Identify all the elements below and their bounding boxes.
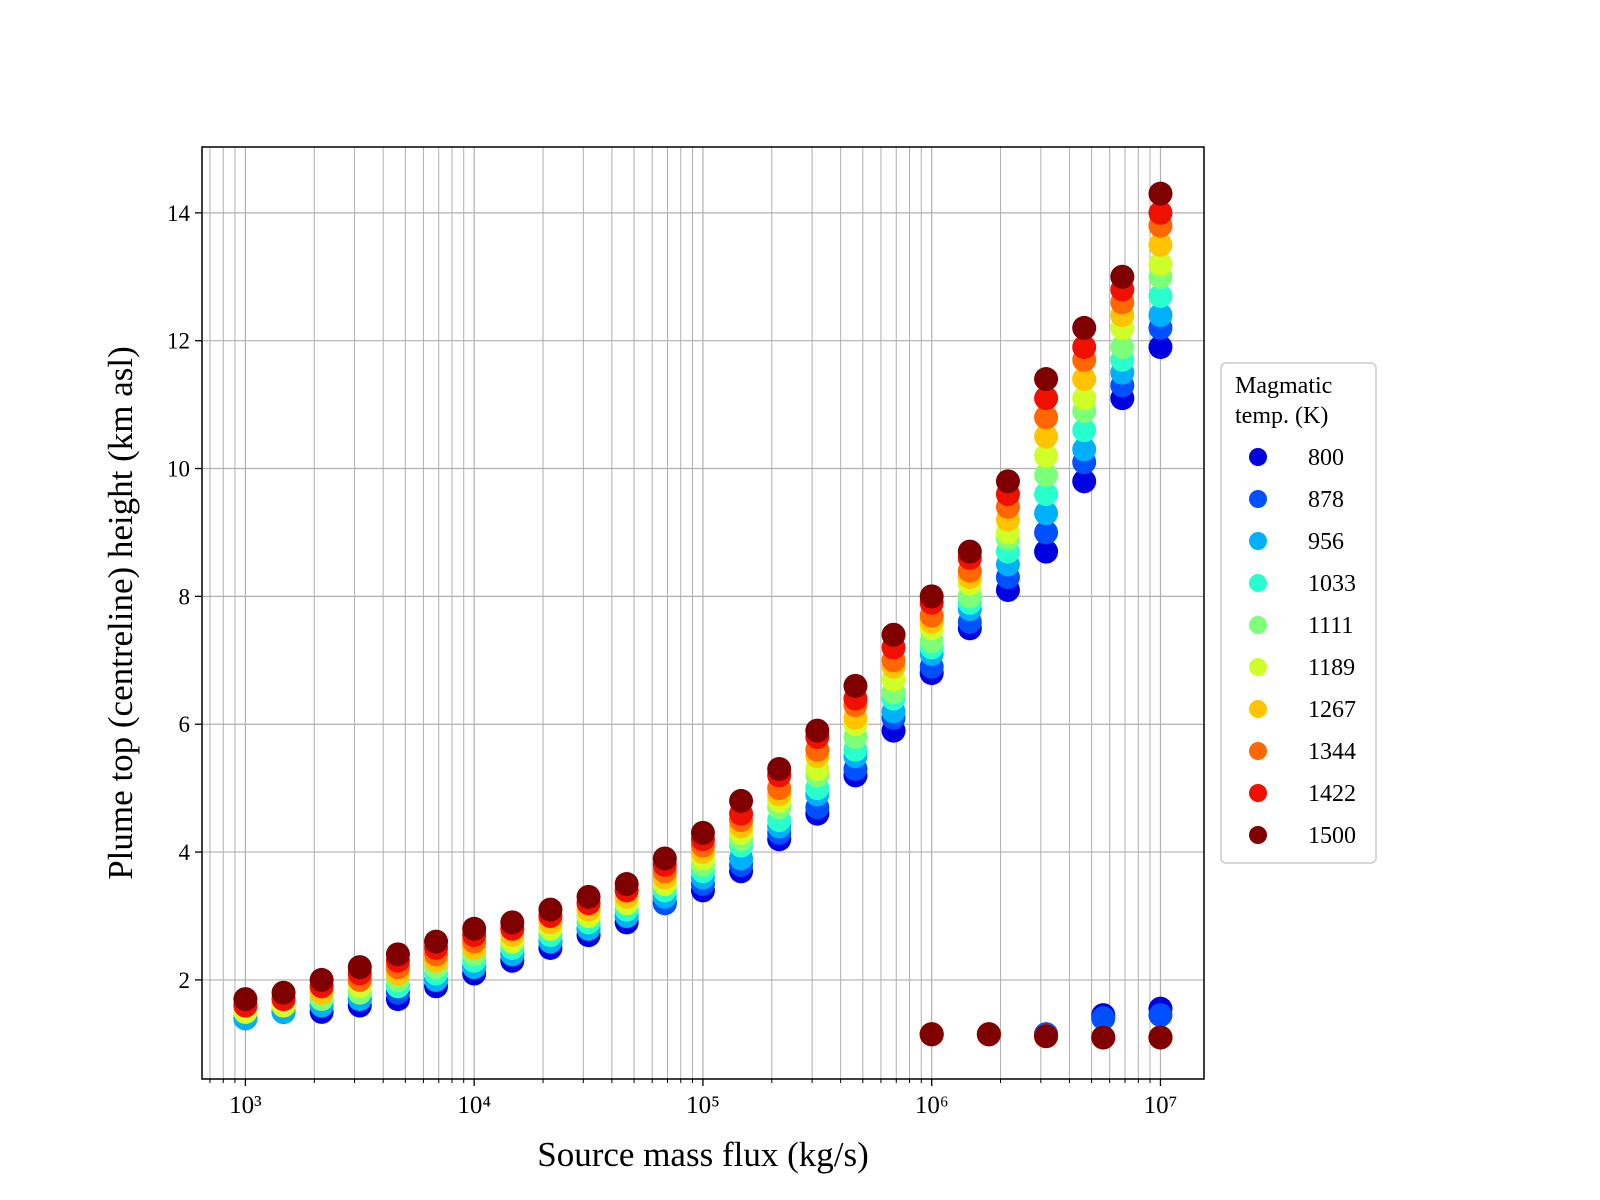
point xyxy=(995,469,1020,494)
point xyxy=(843,673,868,698)
legend-marker xyxy=(1249,658,1267,676)
point xyxy=(1034,520,1059,545)
x-tick-label: 10³ xyxy=(229,1092,262,1119)
legend-label: 1189 xyxy=(1308,655,1355,681)
point xyxy=(805,718,830,743)
axes: 10³ 10⁴ 10⁵ 10⁶ 10⁷ 2 4 6 8 10 12 14 xyxy=(167,201,1177,1119)
point xyxy=(1034,367,1059,392)
legend-marker xyxy=(1249,490,1267,508)
point xyxy=(500,910,525,935)
y-tick-label: 14 xyxy=(167,201,191,226)
y-tick-label: 4 xyxy=(179,840,191,865)
x-tick-label: 10⁷ xyxy=(1144,1092,1178,1119)
point xyxy=(385,942,410,967)
point xyxy=(1072,418,1097,443)
legend-label: 1500 xyxy=(1308,823,1356,849)
legend-marker xyxy=(1249,448,1267,466)
legend-title: Magmatic xyxy=(1235,373,1332,399)
point xyxy=(1091,1025,1116,1050)
legend-marker xyxy=(1249,616,1267,634)
point xyxy=(976,1022,1001,1047)
point xyxy=(576,884,601,909)
y-tick-label: 10 xyxy=(167,457,190,482)
point xyxy=(538,897,563,922)
x-tick-label: 10⁵ xyxy=(686,1092,720,1119)
point xyxy=(1072,469,1097,494)
point xyxy=(1148,200,1173,225)
point xyxy=(1110,335,1135,360)
legend-marker xyxy=(1249,532,1267,550)
point xyxy=(1148,251,1173,276)
point xyxy=(1091,1006,1116,1031)
point xyxy=(957,539,982,564)
legend-marker xyxy=(1249,742,1267,760)
marks xyxy=(233,181,1173,1050)
x-tick-label: 10⁶ xyxy=(915,1092,949,1119)
point xyxy=(652,846,677,871)
point xyxy=(1072,437,1097,462)
point xyxy=(1034,501,1059,526)
y-tick-label: 12 xyxy=(167,329,190,354)
point xyxy=(690,820,715,845)
y-tick-label: 6 xyxy=(179,712,191,737)
x-tick-label: 10⁴ xyxy=(457,1092,491,1119)
point xyxy=(1034,462,1059,487)
legend-label: 1422 xyxy=(1308,781,1356,807)
point xyxy=(1148,335,1173,360)
point xyxy=(919,584,944,609)
legend-box xyxy=(1220,362,1377,864)
legend-label: 800 xyxy=(1308,445,1344,471)
legend-marker xyxy=(1249,700,1267,718)
point xyxy=(1148,1025,1173,1050)
point xyxy=(1034,386,1059,411)
point xyxy=(1034,424,1059,449)
legend-marker xyxy=(1249,574,1267,592)
point xyxy=(1034,539,1059,564)
point xyxy=(614,872,639,897)
point xyxy=(919,1022,944,1047)
point xyxy=(347,955,372,980)
point xyxy=(1110,264,1135,289)
y-axis-label: Plume top (centreline) height (km asl) xyxy=(101,346,140,880)
point xyxy=(1072,315,1097,340)
legend-label: 1033 xyxy=(1308,571,1356,597)
legend-marker xyxy=(1249,826,1267,844)
point xyxy=(881,622,906,647)
legend-title: temp. (K) xyxy=(1235,403,1328,429)
point xyxy=(1148,303,1173,328)
point xyxy=(233,987,258,1012)
point xyxy=(1072,335,1097,360)
legend-label: 1267 xyxy=(1308,697,1356,723)
x-axis-label: Source mass flux (kg/s) xyxy=(537,1135,868,1174)
point xyxy=(1034,482,1059,507)
point xyxy=(1148,181,1173,206)
point xyxy=(1148,232,1173,257)
legend-label: 878 xyxy=(1308,487,1344,513)
y-tick-label: 2 xyxy=(179,968,191,993)
point xyxy=(1034,1024,1059,1049)
point xyxy=(1034,443,1059,468)
point xyxy=(767,756,792,781)
point xyxy=(271,980,296,1005)
legend: Magmatic temp. (K) 800 878 956 1033 1111 1189 12… xyxy=(1220,362,1377,864)
legend-marker xyxy=(1249,784,1267,802)
point xyxy=(1148,283,1173,308)
point xyxy=(462,916,487,941)
y-tick-label: 8 xyxy=(179,584,191,609)
legend-label: 1111 xyxy=(1308,613,1353,639)
point xyxy=(1034,405,1059,430)
legend-label: 1344 xyxy=(1308,739,1356,765)
point xyxy=(424,929,449,954)
point xyxy=(309,967,334,992)
point xyxy=(1072,386,1097,411)
point xyxy=(1072,367,1097,392)
point xyxy=(1148,1003,1173,1028)
legend-label: 956 xyxy=(1308,529,1344,555)
point xyxy=(729,788,754,813)
